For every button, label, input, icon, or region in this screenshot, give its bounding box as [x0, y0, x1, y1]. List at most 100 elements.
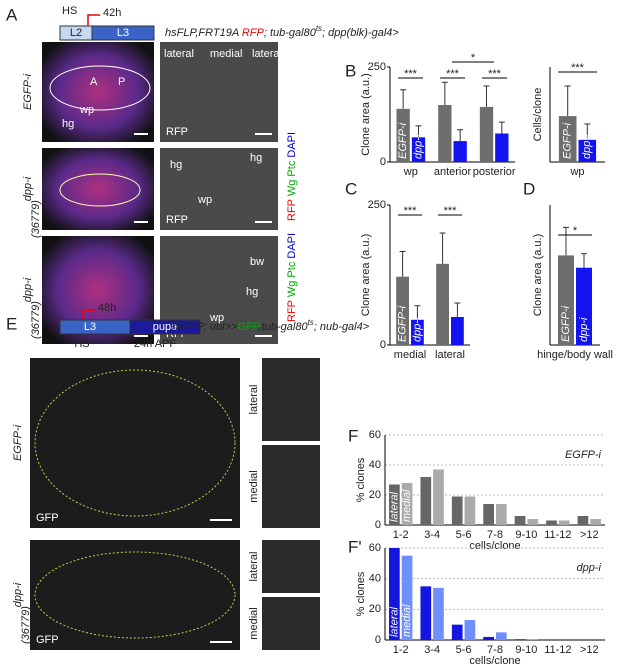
stain: Wg [286, 180, 298, 197]
stage-label: L3 [117, 27, 129, 39]
x-tick-label: wp [403, 166, 418, 178]
image-label: hg [246, 286, 258, 298]
stain: Wg [286, 281, 298, 298]
error-bar [399, 250, 406, 277]
stage-label: pupa [153, 321, 178, 333]
inset-label: medial [248, 470, 260, 502]
significance: *** [571, 62, 585, 74]
bar [527, 639, 539, 640]
bar [451, 317, 464, 345]
bar [433, 469, 444, 525]
row-label: EGFP-i [22, 73, 34, 110]
panel-label: E [6, 314, 17, 333]
error-bar [414, 305, 421, 320]
bar [464, 496, 476, 525]
inset [262, 358, 320, 441]
image-label: hg [250, 152, 262, 164]
stain-legend: RFP Wg Ptc DAPI [286, 132, 298, 221]
x-axis-label: cells/clone [469, 540, 520, 552]
bar [495, 133, 509, 162]
legend-label: medial [401, 604, 413, 637]
x-tick-label: 3-4 [424, 644, 440, 656]
x-tick-label: 9-10 [515, 644, 537, 656]
x-tick-label: lateral [435, 349, 465, 361]
row-sublabel: (36779) [30, 301, 42, 339]
stage-box [129, 319, 201, 335]
significance: *** [404, 68, 418, 80]
bar [578, 139, 597, 162]
x-tick-label: 5-6 [456, 529, 472, 541]
bar [464, 620, 476, 640]
image-label: lateral [252, 48, 282, 60]
bar [558, 116, 577, 162]
hs-label: HS [74, 338, 89, 350]
legend-label: medial [401, 489, 413, 522]
y-axis-label: Clone area (a.u.) [532, 234, 544, 317]
row-sublabel: (36779) [20, 606, 32, 644]
error-bar [564, 85, 571, 117]
inset-label: medial [248, 607, 260, 639]
panel-label: C [345, 179, 357, 198]
micrograph [160, 42, 278, 142]
image-label: hg [62, 118, 74, 130]
genotype-part: RFP [242, 27, 265, 39]
y-tick-label: 40 [369, 459, 381, 471]
genotype-part: GFP [237, 321, 260, 333]
x-tick-label: posterior [473, 166, 516, 178]
y-axis-label: % clones [355, 571, 367, 616]
x-tick-label: 7-8 [487, 529, 503, 541]
legend-label: dpp-i [578, 317, 590, 342]
micrograph [42, 42, 154, 142]
bar [389, 548, 400, 640]
row-label: dpp-i [22, 176, 34, 201]
bar [483, 504, 494, 525]
x-tick-label: 1-2 [393, 529, 409, 541]
legend-label: EGFP-i [560, 305, 572, 342]
stain-label: GFP [36, 634, 59, 646]
genotype-part: ,tub-gal80 [259, 321, 309, 333]
legend-label: dpp-i [411, 317, 423, 342]
image-label: RFP [166, 126, 188, 138]
y-tick-label: 20 [369, 489, 381, 501]
micrograph [160, 148, 278, 230]
bar [577, 516, 589, 525]
micrograph [30, 540, 240, 650]
apf-label: 24h APF [134, 338, 176, 350]
stain: DAPI [286, 132, 298, 158]
x-tick-label: >12 [580, 644, 599, 656]
y-tick-label: 40 [369, 573, 381, 585]
stain: RFP [286, 300, 298, 322]
legend-label: EGFP-i [562, 122, 574, 159]
y-axis-label: Clone area (a.u.) [360, 234, 372, 317]
bar [483, 636, 494, 640]
x-tick-label: 5-6 [456, 644, 472, 656]
panel-label: B [345, 61, 356, 80]
bar [411, 137, 426, 162]
bar [590, 519, 601, 525]
legend-label: dpp-i [581, 134, 593, 159]
error-bar [439, 232, 446, 264]
y-tick-label: 0 [380, 339, 386, 351]
y-tick-label: 0 [375, 634, 381, 646]
significance: *** [488, 68, 502, 80]
error-bar [581, 253, 587, 268]
outline [59, 173, 141, 207]
error-bar [563, 226, 569, 256]
stain-legend: RFP Wg Ptc DAPI [286, 233, 298, 322]
bar [451, 496, 463, 525]
y-tick-label: 60 [369, 542, 381, 554]
image-label: A [90, 76, 98, 88]
inset [262, 445, 320, 528]
significance: *** [444, 205, 458, 217]
x-tick-label: 11-12 [544, 529, 571, 541]
arrow [81, 309, 96, 320]
image-label: lateral [164, 48, 194, 60]
subtitle: EGFP-i [565, 449, 602, 461]
stain: Ptc [286, 160, 298, 176]
bar [396, 108, 410, 162]
genotype-part: ; tub-gal80 [264, 27, 317, 39]
x-tick-label: hinge/body wall [537, 349, 613, 361]
error-bar [441, 81, 448, 105]
error-bar [498, 121, 505, 134]
